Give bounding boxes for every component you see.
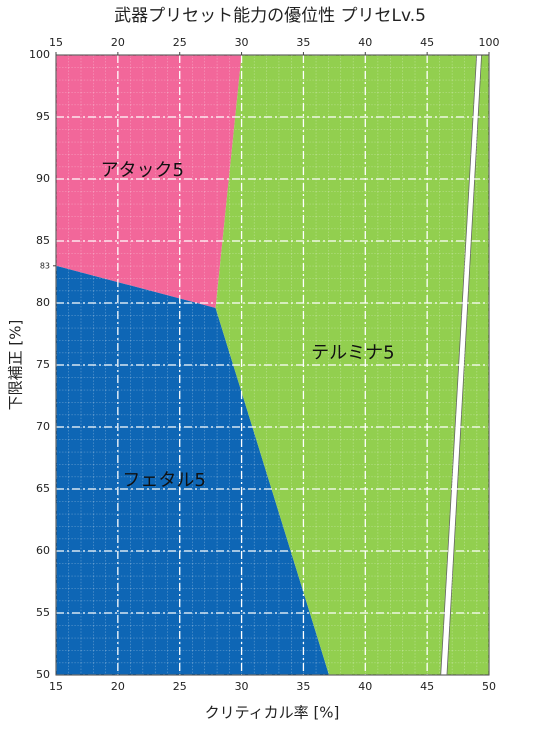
y-tick-label: 83 [40, 261, 50, 270]
x2-tick-label: 35 [296, 36, 310, 49]
x2-tick-label: 30 [235, 36, 249, 49]
y-tick-label: 65 [36, 482, 50, 495]
x-tick-label: 40 [358, 680, 372, 693]
y-tick-label: 60 [36, 544, 50, 557]
y-tick-label: 90 [36, 172, 50, 185]
y-tick-label: 95 [36, 110, 50, 123]
y-tick-label: 85 [36, 234, 50, 247]
x2-tick-label: 100 [479, 36, 500, 49]
y-tick-label: 100 [29, 48, 50, 61]
y-axis-label: 下限補正 [%] [7, 320, 25, 411]
y-tick-label: 70 [36, 420, 50, 433]
region-label: アタック5 [101, 160, 184, 181]
x2-tick-label: 40 [358, 36, 372, 49]
region-label: テルミナ5 [311, 343, 394, 364]
x-tick-label: 30 [235, 680, 249, 693]
x-tick-label: 15 [49, 680, 63, 693]
y-tick-label: 55 [36, 606, 50, 619]
y-tick-label: 50 [36, 668, 50, 681]
x-axis-label: クリティカル率 [%] [205, 704, 340, 722]
minor-grid [56, 55, 489, 675]
plot-frame [55, 54, 490, 676]
x-tick-label: 25 [173, 680, 187, 693]
region-label: フェタル5 [122, 470, 205, 491]
x-tick-label: 50 [482, 680, 496, 693]
x2-tick-label: 20 [111, 36, 125, 49]
chart-title: 武器プリセット能力の優位性 プリセLv.5 [114, 6, 426, 26]
x-tick-label: 20 [111, 680, 125, 693]
x2-tick-label: 15 [49, 36, 63, 49]
x-tick-label: 35 [296, 680, 310, 693]
x2-tick-label: 25 [173, 36, 187, 49]
y-tick-label: 80 [36, 296, 50, 309]
x-tick-label: 45 [420, 680, 434, 693]
y-tick-label: 75 [36, 358, 50, 371]
x2-tick-label: 45 [420, 36, 434, 49]
